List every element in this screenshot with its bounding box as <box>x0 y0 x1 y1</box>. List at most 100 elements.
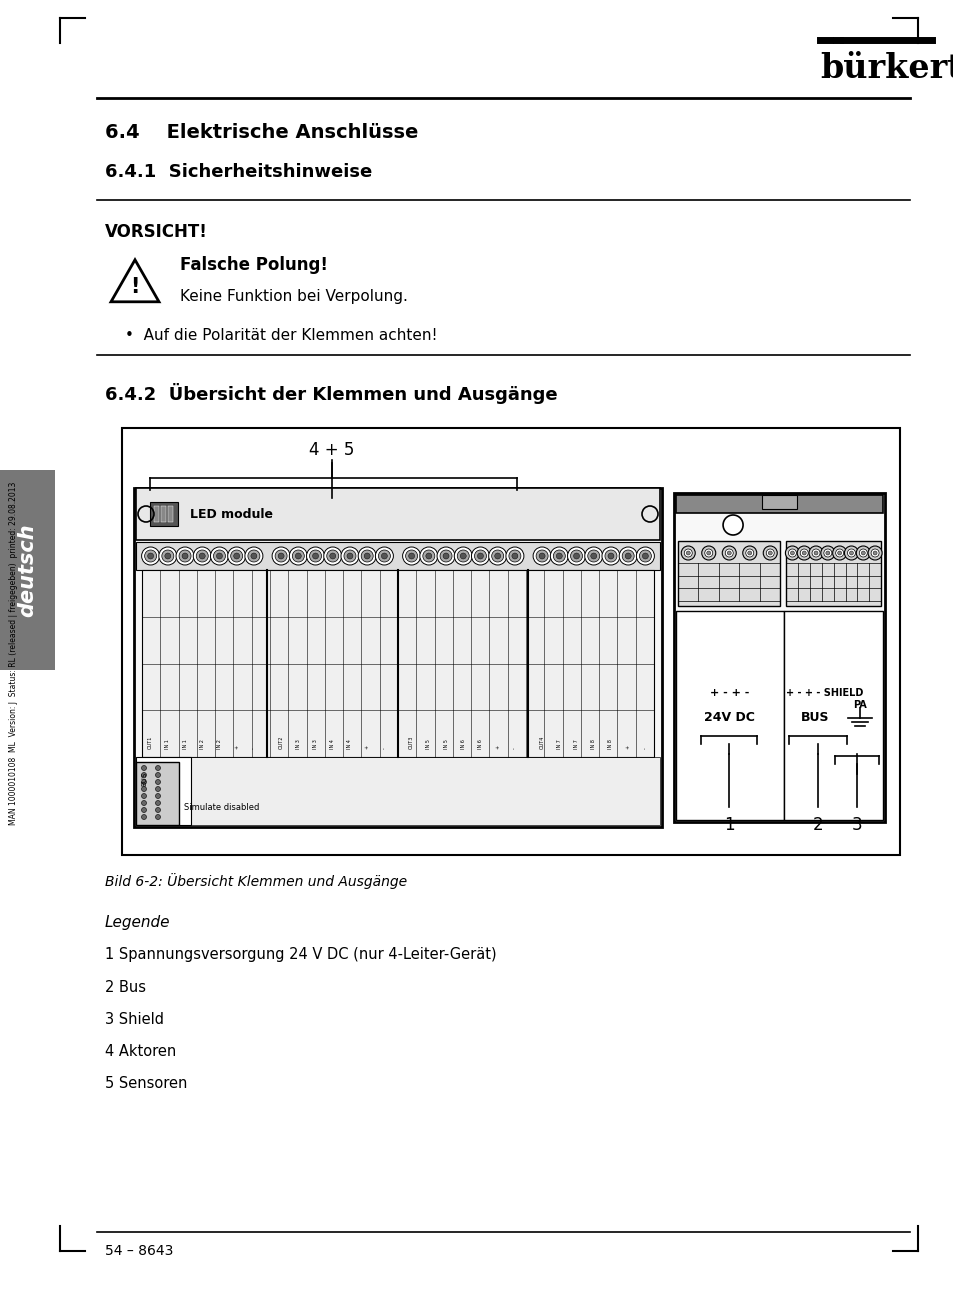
Circle shape <box>179 550 191 562</box>
Circle shape <box>158 548 176 565</box>
Text: 3: 3 <box>851 816 862 834</box>
Text: -: - <box>381 748 387 749</box>
Circle shape <box>536 550 548 562</box>
Circle shape <box>808 546 822 559</box>
Circle shape <box>213 550 225 562</box>
Text: IN 2: IN 2 <box>199 740 205 749</box>
Text: 54 – 8643: 54 – 8643 <box>105 1244 173 1259</box>
Circle shape <box>141 808 147 813</box>
Circle shape <box>848 552 853 555</box>
Text: OUT3: OUT3 <box>409 736 414 749</box>
Circle shape <box>867 546 882 559</box>
Circle shape <box>155 793 160 799</box>
Circle shape <box>813 552 817 555</box>
Circle shape <box>701 546 715 559</box>
Circle shape <box>436 548 455 565</box>
Circle shape <box>148 553 153 559</box>
Bar <box>136 542 659 570</box>
Circle shape <box>861 552 864 555</box>
Text: 3 Shield: 3 Shield <box>105 1012 164 1026</box>
Circle shape <box>570 550 582 562</box>
Text: IN 5: IN 5 <box>426 740 431 749</box>
Text: Legende: Legende <box>105 915 171 931</box>
Circle shape <box>289 548 307 565</box>
Circle shape <box>330 553 335 559</box>
Circle shape <box>726 552 731 555</box>
Circle shape <box>155 766 160 771</box>
Circle shape <box>553 550 565 562</box>
Circle shape <box>361 550 373 562</box>
Bar <box>678 541 780 606</box>
Text: IN 8: IN 8 <box>608 740 613 749</box>
Circle shape <box>306 548 324 565</box>
Text: 24V DC: 24V DC <box>703 711 754 724</box>
Text: MAN 1000010108  ML  Version: J  Status: RL (released | freigegeben)  printed: 29: MAN 1000010108 ML Version: J Status: RL … <box>10 482 18 825</box>
Circle shape <box>680 546 695 559</box>
Circle shape <box>476 553 483 559</box>
Circle shape <box>825 552 829 555</box>
Text: 2: 2 <box>812 816 822 834</box>
Circle shape <box>747 552 751 555</box>
Circle shape <box>454 548 472 565</box>
Circle shape <box>745 549 753 557</box>
Circle shape <box>856 546 869 559</box>
Circle shape <box>419 548 437 565</box>
Text: LED module: LED module <box>190 507 273 520</box>
Bar <box>161 506 166 521</box>
Bar <box>785 541 880 606</box>
Text: deutsch: deutsch <box>17 523 37 617</box>
Text: -: - <box>642 748 647 749</box>
Circle shape <box>495 553 500 559</box>
Circle shape <box>724 549 733 557</box>
Circle shape <box>251 553 256 559</box>
Text: IN 7: IN 7 <box>574 740 578 749</box>
Circle shape <box>381 553 387 559</box>
Text: 4 + 5: 4 + 5 <box>309 440 355 459</box>
Text: 6.4.1  Sicherheitshinweise: 6.4.1 Sicherheitshinweise <box>105 163 372 180</box>
Circle shape <box>272 548 290 565</box>
Text: BUS: BUS <box>800 711 828 724</box>
Text: 6.4    Elektrische Anschlüsse: 6.4 Elektrische Anschlüsse <box>105 123 418 142</box>
Circle shape <box>347 553 353 559</box>
Text: IN 4: IN 4 <box>330 740 335 749</box>
Circle shape <box>245 548 263 565</box>
Circle shape <box>292 550 304 562</box>
Text: -: - <box>512 748 517 749</box>
Circle shape <box>491 550 503 562</box>
Circle shape <box>456 550 469 562</box>
Text: •  Auf die Polarität der Klemmen achten!: • Auf die Polarität der Klemmen achten! <box>125 328 437 342</box>
Circle shape <box>474 550 486 562</box>
Circle shape <box>141 548 159 565</box>
Circle shape <box>196 550 208 562</box>
Bar <box>676 610 783 819</box>
Circle shape <box>182 553 188 559</box>
Circle shape <box>533 548 551 565</box>
Circle shape <box>550 548 568 565</box>
Text: IN 6: IN 6 <box>477 740 482 749</box>
Circle shape <box>870 549 878 557</box>
Circle shape <box>155 772 160 778</box>
Circle shape <box>722 515 742 535</box>
Text: bürkert: bürkert <box>820 51 953 85</box>
Text: 1 Spannungsversorgung 24 V DC (nur 4-Leiter-Gerät): 1 Spannungsversorgung 24 V DC (nur 4-Lei… <box>105 948 497 962</box>
Circle shape <box>639 550 651 562</box>
Circle shape <box>278 553 284 559</box>
Bar <box>136 488 659 540</box>
Circle shape <box>784 546 799 559</box>
Circle shape <box>141 800 147 805</box>
Circle shape <box>425 553 432 559</box>
Circle shape <box>512 553 517 559</box>
Circle shape <box>872 552 876 555</box>
Circle shape <box>790 552 794 555</box>
Text: +: + <box>233 745 239 749</box>
Circle shape <box>641 553 648 559</box>
Circle shape <box>573 553 578 559</box>
Circle shape <box>721 546 736 559</box>
Circle shape <box>141 772 147 778</box>
Bar <box>150 502 178 525</box>
Bar <box>676 495 882 514</box>
Bar <box>136 757 659 825</box>
Text: IN 1: IN 1 <box>182 740 188 749</box>
Circle shape <box>248 550 259 562</box>
Text: + - + - SHIELD: + - + - SHIELD <box>785 689 862 698</box>
